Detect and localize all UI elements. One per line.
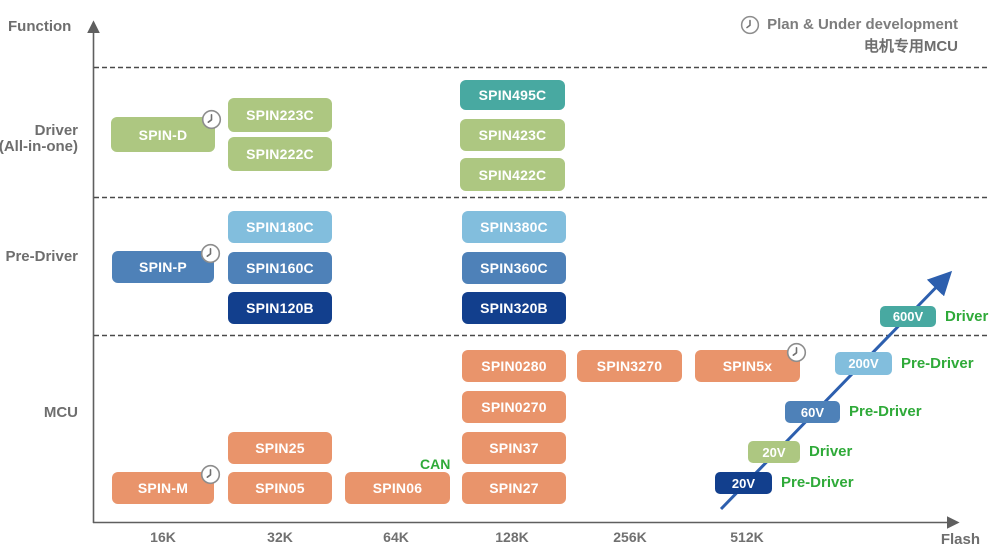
legend-plan-label: Plan & Under development: [767, 16, 958, 33]
product-label: SPIN120B: [246, 300, 314, 316]
product-label: SPIN3270: [596, 358, 663, 374]
voltage-chip-200v-pre-driver: 200V: [835, 352, 892, 375]
product-label: SPIN422C: [478, 166, 547, 183]
voltage-chip-20v-driver: 20V: [748, 441, 800, 463]
x-axis-title: Flash: [940, 531, 980, 548]
product-label: SPIN222C: [246, 146, 314, 162]
product-box-spin5x: SPIN5x: [695, 342, 807, 382]
product-box-spin223c: SPIN223C: [228, 98, 332, 132]
product-label: SPIN37: [489, 440, 539, 456]
product-label: SPIN0280: [481, 358, 547, 374]
voltage-chip-600v-driver: 600V: [880, 306, 936, 327]
x-tick-256k: 256K: [613, 529, 647, 545]
row-label-mcu: MCU: [43, 404, 78, 421]
product-label: SPIN380C: [480, 219, 548, 235]
product-label: SPIN180C: [246, 219, 314, 235]
product-box-spin0270: SPIN0270: [462, 391, 566, 423]
product-label: SPIN06: [372, 480, 423, 496]
x-tick-512k: 512K: [730, 529, 764, 545]
can-annotation: CAN: [420, 456, 451, 472]
product-box-spin360c: SPIN360C: [462, 252, 566, 284]
clock-icon: [786, 342, 807, 363]
x-tick-128k: 128K: [495, 529, 529, 545]
product-box-spin160c: SPIN160C: [228, 252, 332, 284]
product-box-spin495c: SPIN495C: [460, 80, 565, 110]
product-box-spin-p: SPIN-P: [112, 243, 221, 283]
legend-subtitle: 电机专用MCU: [863, 38, 958, 55]
clock-icon: [200, 243, 221, 264]
x-tick-64k: 64K: [383, 529, 409, 545]
voltage-category-label: Driver: [809, 443, 853, 460]
voltage-category-label: Pre-Driver: [849, 403, 922, 420]
row-label-driver-line2: (All-in-one): [0, 138, 78, 155]
clock-icon: [200, 464, 221, 485]
x-tick-16k: 16K: [150, 529, 176, 545]
row-label-driver: Driver (All-in-one): [0, 123, 78, 155]
product-box-spin0280: SPIN0280: [462, 350, 566, 382]
clock-icon: [201, 109, 222, 130]
product-label: SPIN320B: [480, 300, 548, 316]
y-axis-title: Function: [8, 18, 72, 35]
product-label: SPIN-M: [137, 480, 189, 496]
product-box-spin-d: SPIN-D: [111, 109, 222, 152]
row-label-pre-driver: Pre-Driver: [5, 248, 78, 265]
row-label-driver-line1: Driver: [34, 122, 78, 139]
legend: Plan & Under development 电机专用MCU: [740, 14, 958, 57]
product-box-spin120b: SPIN120B: [228, 292, 332, 324]
product-box-spin06: SPIN06: [345, 472, 450, 504]
clock-icon: [740, 15, 760, 35]
product-box-spin380c: SPIN380C: [462, 211, 566, 243]
product-label: SPIN360C: [480, 260, 548, 276]
product-box-spin05: SPIN05: [228, 472, 332, 504]
product-label: SPIN-D: [138, 126, 188, 143]
product-box-spin-m: SPIN-M: [112, 464, 221, 504]
voltage-chip-20v-pre-driver: 20V: [715, 472, 772, 494]
voltage-category-label: Pre-Driver: [901, 354, 974, 372]
product-label: SPIN160C: [246, 260, 314, 276]
product-box-spin422c: SPIN422C: [460, 158, 565, 191]
product-label: SPIN05: [255, 480, 305, 496]
product-box-spin3270: SPIN3270: [577, 350, 682, 382]
product-box-spin222c: SPIN222C: [228, 137, 332, 171]
product-box-spin37: SPIN37: [462, 432, 566, 464]
voltage-category-label: Pre-Driver: [781, 474, 854, 491]
product-box-spin27: SPIN27: [462, 472, 566, 504]
product-label: SPIN25: [255, 440, 305, 456]
legend-plan-entry: Plan & Under development: [740, 14, 958, 35]
x-tick-32k: 32K: [267, 529, 293, 545]
voltage-category-label: Driver: [945, 307, 989, 325]
product-label: SPIN5x: [722, 358, 773, 374]
product-box-spin25: SPIN25: [228, 432, 332, 464]
product-box-spin180c: SPIN180C: [228, 211, 332, 243]
product-label: SPIN0270: [481, 399, 547, 415]
product-label: SPIN-P: [139, 259, 187, 275]
product-box-spin423c: SPIN423C: [460, 119, 565, 151]
product-label: SPIN423C: [478, 127, 547, 143]
voltage-chip-60v-pre-driver: 60V: [785, 401, 840, 423]
product-box-spin320b: SPIN320B: [462, 292, 566, 324]
product-label: SPIN495C: [478, 87, 547, 103]
product-label: SPIN223C: [246, 107, 314, 123]
product-label: SPIN27: [489, 480, 539, 496]
